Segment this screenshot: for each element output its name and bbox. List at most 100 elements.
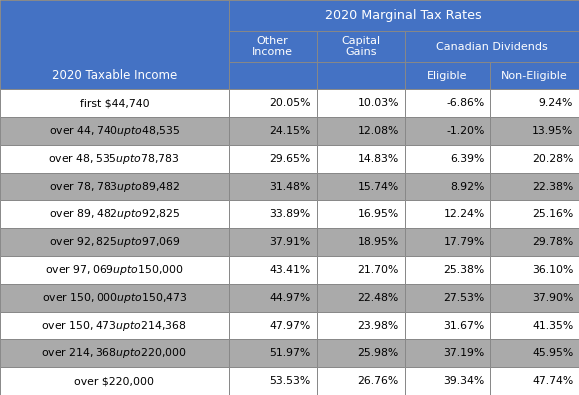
Bar	[0, 89, 229, 117]
Text: 12.24%: 12.24%	[444, 209, 485, 219]
Bar	[490, 284, 579, 312]
Text: 47.97%: 47.97%	[270, 320, 311, 331]
Bar	[0, 0, 229, 89]
Text: 36.10%: 36.10%	[532, 265, 573, 275]
Text: over $220,000: over $220,000	[74, 376, 155, 386]
Text: Other
Income: Other Income	[252, 36, 293, 57]
Bar	[317, 89, 405, 117]
Text: 2020 Taxable Income: 2020 Taxable Income	[52, 70, 177, 82]
Bar	[490, 367, 579, 395]
Text: 25.98%: 25.98%	[358, 348, 399, 358]
Bar	[317, 339, 405, 367]
Bar	[317, 145, 405, 173]
Bar	[0, 173, 229, 200]
Text: 14.83%: 14.83%	[358, 154, 399, 164]
Bar	[405, 256, 490, 284]
Bar	[405, 284, 490, 312]
Text: 45.95%: 45.95%	[532, 348, 573, 358]
Bar	[490, 62, 579, 89]
Bar	[405, 117, 490, 145]
Bar	[405, 312, 490, 339]
Text: 29.65%: 29.65%	[270, 154, 311, 164]
Text: 53.53%: 53.53%	[270, 376, 311, 386]
Bar	[405, 367, 490, 395]
Bar	[317, 312, 405, 339]
Bar	[229, 200, 317, 228]
Bar	[317, 31, 405, 62]
Bar	[317, 367, 405, 395]
Text: 44.97%: 44.97%	[270, 293, 311, 303]
Text: 23.98%: 23.98%	[358, 320, 399, 331]
Text: 13.95%: 13.95%	[532, 126, 573, 136]
Bar	[490, 228, 579, 256]
Bar	[229, 0, 579, 31]
Bar	[229, 312, 317, 339]
Bar	[405, 89, 490, 117]
Text: over $97,069 up to $150,000: over $97,069 up to $150,000	[45, 263, 184, 277]
Text: 24.15%: 24.15%	[270, 126, 311, 136]
Text: 17.79%: 17.79%	[444, 237, 485, 247]
Bar	[229, 284, 317, 312]
Bar	[0, 228, 229, 256]
Bar	[229, 339, 317, 367]
Bar	[0, 367, 229, 395]
Text: 6.39%: 6.39%	[450, 154, 485, 164]
Bar	[0, 117, 229, 145]
Bar	[229, 89, 317, 117]
Bar	[405, 31, 579, 62]
Text: Canadian Dividends: Canadian Dividends	[436, 41, 548, 52]
Bar	[317, 284, 405, 312]
Bar	[317, 173, 405, 200]
Bar	[490, 89, 579, 117]
Bar	[229, 228, 317, 256]
Text: over $150,000 up to $150,473: over $150,000 up to $150,473	[42, 291, 187, 305]
Text: 22.48%: 22.48%	[358, 293, 399, 303]
Bar	[490, 312, 579, 339]
Text: 9.24%: 9.24%	[539, 98, 573, 108]
Bar	[405, 339, 490, 367]
Bar	[0, 284, 229, 312]
Bar	[0, 200, 229, 228]
Bar	[490, 339, 579, 367]
Bar	[229, 31, 317, 62]
Text: 2020 Marginal Tax Rates: 2020 Marginal Tax Rates	[325, 9, 482, 22]
Bar	[405, 200, 490, 228]
Text: 31.48%: 31.48%	[270, 182, 311, 192]
Bar	[317, 256, 405, 284]
Text: 20.28%: 20.28%	[532, 154, 573, 164]
Text: over $214,368 up to $220,000: over $214,368 up to $220,000	[42, 346, 187, 360]
Bar	[405, 173, 490, 200]
Text: over $44,740 up to $48,535: over $44,740 up to $48,535	[49, 124, 180, 138]
Text: 39.34%: 39.34%	[444, 376, 485, 386]
Bar	[229, 62, 317, 89]
Text: over $89,482 up to $92,825: over $89,482 up to $92,825	[49, 207, 180, 221]
Bar	[490, 117, 579, 145]
Bar	[229, 256, 317, 284]
Text: 8.92%: 8.92%	[450, 182, 485, 192]
Bar	[229, 173, 317, 200]
Text: Capital
Gains: Capital Gains	[341, 36, 380, 57]
Text: 12.08%: 12.08%	[358, 126, 399, 136]
Bar	[405, 228, 490, 256]
Bar	[229, 367, 317, 395]
Text: over $92,825 up to $97,069: over $92,825 up to $97,069	[49, 235, 180, 249]
Text: 15.74%: 15.74%	[358, 182, 399, 192]
Text: 43.41%: 43.41%	[270, 265, 311, 275]
Bar	[317, 117, 405, 145]
Bar	[405, 145, 490, 173]
Text: 37.90%: 37.90%	[532, 293, 573, 303]
Text: 37.91%: 37.91%	[270, 237, 311, 247]
Text: Eligible: Eligible	[427, 71, 468, 81]
Bar	[0, 145, 229, 173]
Text: 16.95%: 16.95%	[358, 209, 399, 219]
Text: 47.74%: 47.74%	[532, 376, 573, 386]
Text: 31.67%: 31.67%	[444, 320, 485, 331]
Text: 21.70%: 21.70%	[358, 265, 399, 275]
Text: Non-Eligible: Non-Eligible	[501, 71, 568, 81]
Bar	[317, 200, 405, 228]
Bar	[229, 117, 317, 145]
Bar	[229, 145, 317, 173]
Bar	[317, 228, 405, 256]
Text: 37.19%: 37.19%	[444, 348, 485, 358]
Bar	[490, 200, 579, 228]
